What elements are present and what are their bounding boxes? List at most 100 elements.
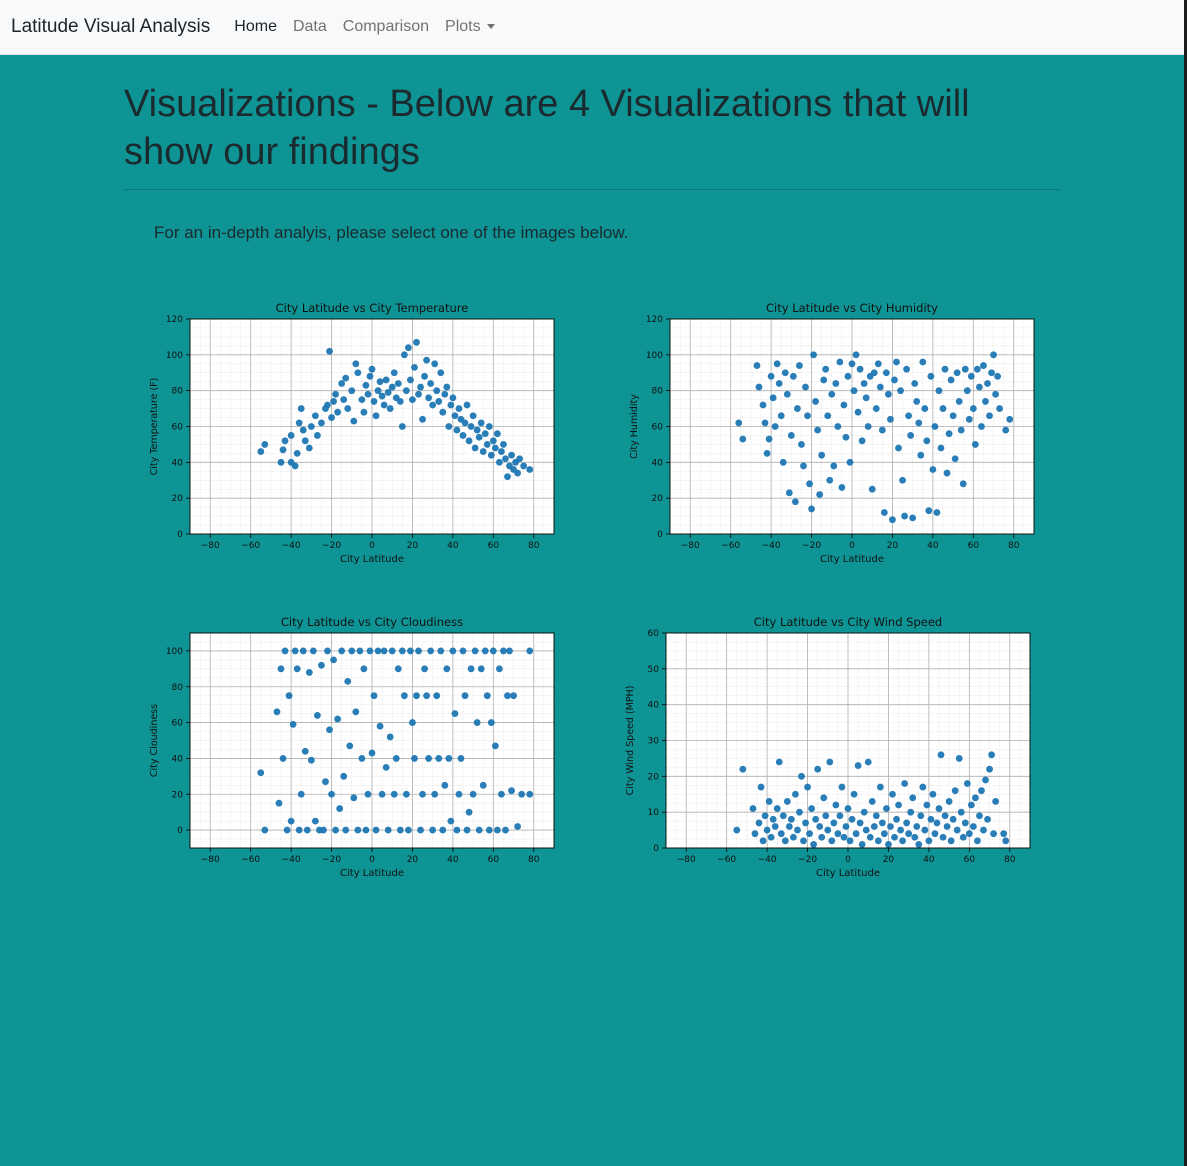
y-tick-label: 50 (648, 665, 660, 675)
data-point (281, 647, 289, 655)
data-point (848, 360, 856, 368)
data-point (818, 451, 826, 459)
nav-link-comparison[interactable]: Comparison (342, 18, 430, 35)
data-point (305, 444, 313, 452)
data-point (291, 647, 299, 655)
data-point (800, 837, 807, 845)
data-point (417, 826, 424, 834)
data-point (287, 432, 295, 439)
temperature-chart-image[interactable]: −80 −60 −40 −20 0 20 40 60 80 0 20 40 60 80 100 120 City… (144, 292, 564, 572)
navbar-brand[interactable]: Latitude Visual Analysis (11, 16, 211, 37)
data-point (773, 805, 781, 812)
data-point (749, 805, 757, 812)
humidity-chart-image[interactable]: −80 −60 −40 −20 0 20 40 60 80 0 20 40 60 80 100 120 City… (624, 292, 1044, 572)
data-point (903, 365, 910, 373)
data-point (453, 426, 461, 434)
data-point (301, 747, 309, 755)
data-point (471, 444, 479, 452)
nav-link-data[interactable]: Data (292, 18, 327, 35)
data-point (396, 826, 404, 834)
data-point (285, 692, 293, 700)
data-point (907, 432, 915, 439)
data-point (318, 419, 325, 427)
data-point (459, 647, 467, 655)
data-point (959, 833, 967, 841)
data-point (941, 365, 949, 373)
caret-down-icon (486, 24, 495, 30)
data-point (974, 837, 981, 845)
data-point (439, 408, 447, 416)
data-point (445, 755, 453, 762)
data-point (487, 451, 495, 459)
data-point (469, 412, 477, 420)
data-point (889, 516, 896, 524)
data-point (374, 647, 382, 655)
data-point (346, 742, 354, 750)
data-point (834, 830, 842, 838)
data-point (822, 365, 830, 373)
data-point (899, 837, 906, 845)
data-point (516, 455, 524, 463)
data-point (971, 441, 979, 448)
data-point (856, 819, 864, 827)
x-tick-label: −20 (798, 855, 817, 865)
data-point (358, 755, 366, 762)
nav-dropdown-plots[interactable]: Plots (445, 18, 495, 36)
data-point (354, 826, 362, 834)
data-point (947, 376, 955, 384)
data-point (925, 507, 933, 515)
data-point (443, 665, 451, 673)
x-tick-label: 40 (923, 855, 935, 865)
data-point (455, 405, 463, 412)
data-point (953, 826, 961, 834)
data-point (992, 390, 999, 398)
data-point (293, 665, 301, 673)
data-point (303, 826, 311, 834)
data-point (832, 801, 840, 809)
data-point (489, 647, 497, 655)
wind-speed-chart: −80 −60 −40 −20 0 20 40 60 80 0 10 20 30 40 50 60 City L… (625, 615, 1031, 879)
data-point (862, 394, 870, 402)
data-point (739, 435, 747, 443)
data-point (810, 841, 818, 848)
data-point (277, 665, 285, 673)
data-point (804, 783, 811, 791)
data-point (777, 830, 785, 838)
data-point (471, 647, 479, 655)
data-point (816, 491, 824, 498)
data-point (844, 372, 852, 380)
y-tick-label: 0 (653, 844, 659, 854)
data-point (751, 830, 759, 838)
wind-speed-chart-image[interactable]: −80 −60 −40 −20 0 20 40 60 80 0 10 20 30 40 50 60 City L… (620, 606, 1040, 886)
data-point (838, 484, 846, 491)
data-point (477, 665, 485, 673)
plot-frame (189, 318, 555, 535)
data-point (901, 512, 908, 520)
data-point (976, 812, 983, 820)
x-axis-label: City Latitude (340, 554, 404, 565)
data-point (502, 455, 509, 463)
x-tick-label: −20 (322, 855, 341, 865)
cloudiness-chart-image[interactable]: −80 −60 −40 −20 0 20 40 60 80 0 20 40 60 80 100 City La… (144, 606, 564, 886)
x-tick-label: −60 (241, 541, 260, 551)
data-point (895, 801, 902, 809)
data-point (257, 769, 265, 777)
y-tick-label: 20 (172, 790, 184, 800)
data-point (332, 390, 339, 398)
data-point (919, 358, 927, 366)
data-point (364, 390, 372, 398)
y-tick-label: 20 (648, 772, 660, 782)
data-point (951, 787, 959, 795)
data-point (984, 815, 991, 823)
data-point (1002, 426, 1010, 434)
nav-link-home[interactable]: Home (234, 18, 277, 35)
data-point (380, 401, 388, 409)
data-point (897, 387, 904, 395)
x-tick-label: −80 (201, 855, 220, 865)
y-tick-label: 100 (166, 351, 183, 361)
y-tick-label: 120 (166, 315, 183, 325)
data-point (388, 647, 396, 655)
data-point (969, 823, 977, 830)
data-point (882, 369, 890, 377)
window-edge (1184, 0, 1187, 1166)
